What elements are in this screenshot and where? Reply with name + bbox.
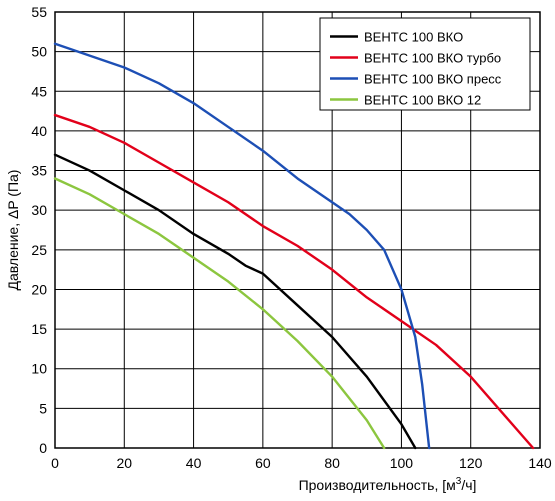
y-tick-label: 45 (31, 83, 47, 99)
x-axis-label: Производительность, [м3/ч] (299, 476, 477, 493)
chart-svg: 0 20 40 60 80 100 120 140 0 5 10 15 20 25 30 35 40 45 50 55… (0, 0, 555, 501)
y-tick-label: 35 (31, 163, 47, 179)
x-tick-label: 120 (459, 455, 483, 471)
legend-label: ВЕНТС 100 ВКО пресс (364, 72, 502, 87)
legend-label: ВЕНТС 100 ВКО 12 (364, 93, 481, 108)
y-tick-label: 0 (39, 440, 47, 456)
y-tick-label: 50 (31, 44, 47, 60)
x-tick-label: 20 (116, 455, 132, 471)
y-tick-label: 10 (31, 361, 47, 377)
y-tick-label: 40 (31, 123, 47, 139)
y-axis-label: Давление, ΔP (Па) (5, 170, 21, 291)
y-tick-label: 15 (31, 321, 47, 337)
x-tick-label: 0 (51, 455, 59, 471)
x-tick-label: 60 (255, 455, 271, 471)
y-tick-label: 20 (31, 281, 47, 297)
y-tick-label: 5 (39, 400, 47, 416)
x-tick-label: 140 (528, 455, 552, 471)
y-tick-label: 25 (31, 242, 47, 258)
legend-label: ВЕНТС 100 ВКО (364, 30, 463, 45)
y-tick-label: 30 (31, 202, 47, 218)
x-tick-label: 80 (324, 455, 340, 471)
fan-performance-chart: 0 20 40 60 80 100 120 140 0 5 10 15 20 25 30 35 40 45 50 55… (0, 0, 555, 501)
x-tick-label: 100 (390, 455, 414, 471)
y-tick-label: 55 (31, 4, 47, 20)
legend-label: ВЕНТС 100 ВКО турбо (364, 51, 501, 66)
x-tick-label: 40 (186, 455, 202, 471)
